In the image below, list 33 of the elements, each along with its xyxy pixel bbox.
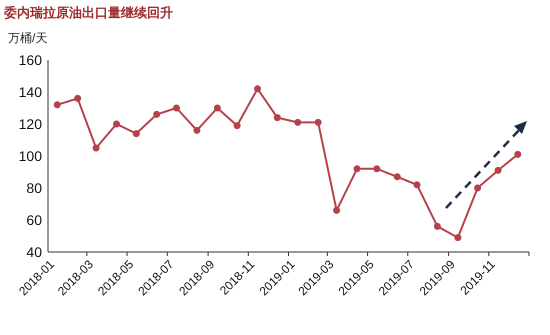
y-tick-label: 80 <box>26 180 42 196</box>
point <box>314 118 322 126</box>
y-tick-label: 40 <box>26 244 42 260</box>
point <box>153 110 160 118</box>
y-tick-label: 60 <box>26 212 42 228</box>
y-tick-label: 100 <box>18 148 42 164</box>
y-tick-label: 140 <box>18 84 42 100</box>
point <box>214 104 221 112</box>
y-tick-label: 160 <box>18 52 42 68</box>
point <box>74 94 82 102</box>
point <box>474 184 482 192</box>
y-axis-title: 万桶/天 <box>8 31 48 45</box>
point <box>333 206 340 214</box>
point <box>92 144 100 152</box>
chart-title: 委内瑞拉原油出口量继续回升 <box>3 5 173 21</box>
point <box>254 85 262 92</box>
point <box>413 181 420 188</box>
point <box>373 165 380 172</box>
point <box>193 126 200 134</box>
point <box>454 234 462 242</box>
point <box>234 122 241 130</box>
point <box>54 101 61 108</box>
point <box>394 173 401 180</box>
point <box>514 150 522 158</box>
point <box>172 104 180 112</box>
y-tick-label: 120 <box>18 116 42 132</box>
point <box>113 120 120 128</box>
point <box>294 118 302 126</box>
point <box>434 222 441 230</box>
point <box>494 166 502 174</box>
point <box>274 114 281 122</box>
point <box>132 130 140 138</box>
point <box>354 165 361 172</box>
